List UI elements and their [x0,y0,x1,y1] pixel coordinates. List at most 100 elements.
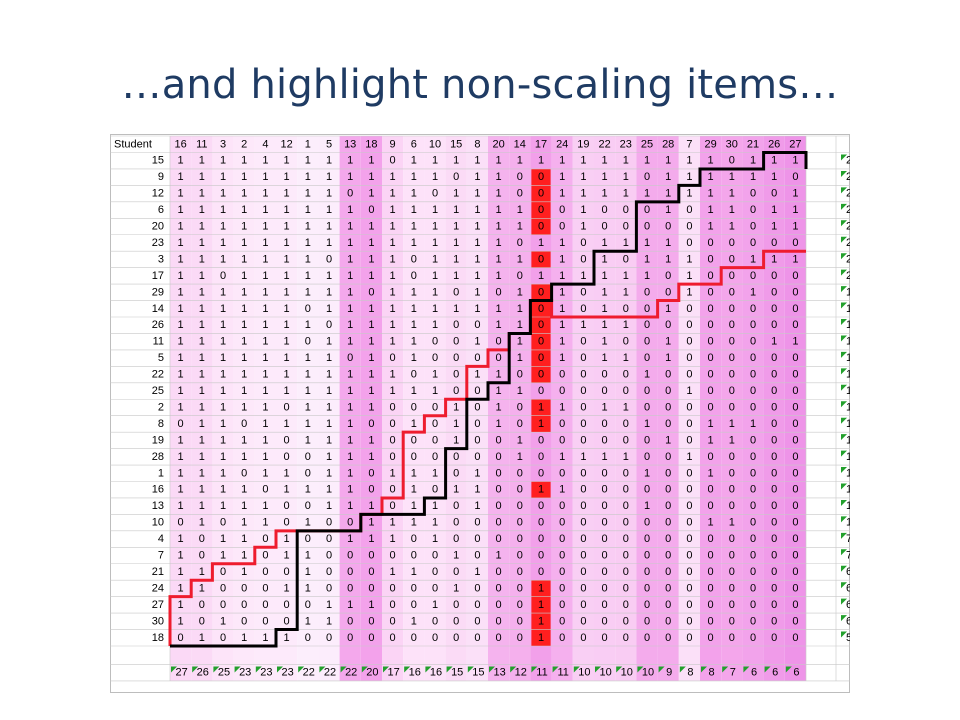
response-cell: 1 [623,319,629,331]
response-cell: 1 [708,418,714,430]
response-cell: 1 [220,237,226,249]
green-marker-icon [383,666,389,673]
response-cell: 1 [517,303,523,315]
response-cell: 0 [686,336,692,348]
response-cell: 0 [411,270,417,282]
response-cell: 1 [602,171,608,183]
response-cell: 1 [284,550,290,562]
response-cell: 0 [792,385,798,397]
response-cell: 0 [729,286,735,298]
response-cell: 0 [305,533,311,545]
response-cell: 1 [178,188,184,200]
response-cell: 0 [771,615,777,627]
response-cell: 1 [326,451,332,463]
student-score: 12 [846,500,850,512]
response-cell: 0 [559,385,565,397]
response-cell: 0 [580,582,586,594]
response-cell: 1 [347,434,353,446]
item-header: 6 [411,138,417,150]
item-header: 12 [280,138,292,150]
response-cell: 1 [538,632,544,644]
response-cell: 0 [623,418,629,430]
response-cell: 1 [262,401,268,413]
item-column-tint [488,136,510,681]
student-score: 21 [846,270,850,282]
response-cell: 1 [390,286,396,298]
response-cell: 0 [708,237,714,249]
response-cell: 0 [496,484,502,496]
response-cell: 1 [220,204,226,216]
response-cell: 0 [623,221,629,233]
response-cell: 1 [453,155,459,167]
response-cell: 1 [644,467,650,479]
response-cell: 0 [390,434,396,446]
response-cell: 1 [580,171,586,183]
response-cell: 1 [178,566,184,578]
response-cell: 1 [241,401,247,413]
green-marker-icon [841,220,847,227]
response-cell: 0 [792,517,798,529]
response-cell: 0 [538,451,544,463]
response-cell: 0 [792,270,798,282]
response-cell: 0 [517,401,523,413]
student-score: 10 [846,517,850,529]
green-marker-icon [841,236,847,243]
response-cell: 0 [538,434,544,446]
response-cell: 0 [708,369,714,381]
green-marker-icon [171,666,177,673]
item-header: 25 [641,138,653,150]
response-cell: 0 [792,286,798,298]
response-cell: 0 [220,582,226,594]
response-cell: 0 [368,484,374,496]
non-scaling-cell [531,251,551,268]
response-cell: 1 [390,204,396,216]
response-cell: 0 [580,517,586,529]
response-cell: 1 [347,418,353,430]
student-id: 27 [152,599,164,611]
response-cell: 1 [517,319,523,331]
response-cell: 1 [368,319,374,331]
item-column-tint [678,136,700,681]
response-cell: 1 [220,418,226,430]
item-header: 2 [241,138,247,150]
response-cell: 0 [708,500,714,512]
response-cell: 0 [623,303,629,315]
response-cell: 1 [220,336,226,348]
response-cell: 0 [496,500,502,512]
green-marker-icon [510,666,517,673]
response-cell: 1 [708,467,714,479]
response-cell: 1 [262,500,268,512]
item-column-tint [297,136,319,681]
student-score: 21 [846,253,850,265]
response-cell: 1 [390,517,396,529]
response-cell: 0 [390,484,396,496]
response-cell: 1 [708,434,714,446]
item-column-tint [254,136,276,681]
response-cell: 1 [178,599,184,611]
response-cell: 0 [708,319,714,331]
response-cell: 1 [432,369,438,381]
response-cell: 0 [729,336,735,348]
response-cell: 0 [623,253,629,265]
student-score: 19 [846,286,850,298]
response-cell: 0 [750,599,756,611]
response-cell: 0 [729,632,735,644]
response-cell: 0 [368,418,374,430]
response-cell: 0 [241,467,247,479]
non-scaling-cell [531,349,551,367]
response-cell: 1 [368,253,374,265]
response-cell: 0 [792,550,798,562]
response-cell: 0 [750,484,756,496]
response-cell: 1 [559,401,565,413]
response-cell: 0 [390,582,396,594]
response-cell: 0 [517,467,523,479]
response-cell: 1 [453,434,459,446]
response-cell: 0 [729,369,735,381]
response-cell: 1 [262,517,268,529]
response-cell: 1 [241,632,247,644]
response-cell: 0 [602,484,608,496]
green-marker-icon [841,483,847,490]
green-marker-icon [841,203,847,210]
response-cell: 1 [686,188,692,200]
green-marker-icon [277,666,283,673]
